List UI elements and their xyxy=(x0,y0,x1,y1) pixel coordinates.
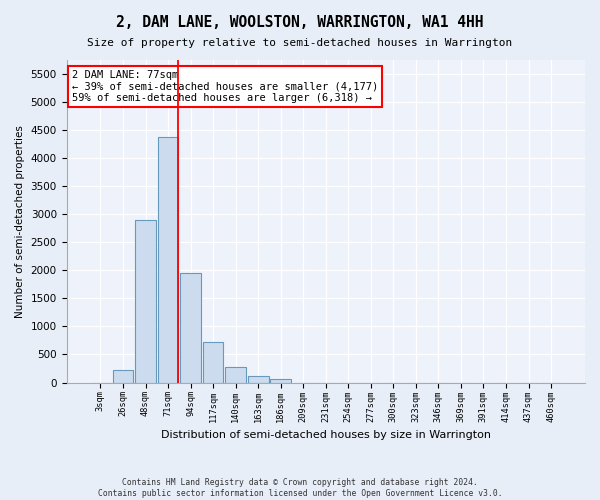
Text: 2, DAM LANE, WOOLSTON, WARRINGTON, WA1 4HH: 2, DAM LANE, WOOLSTON, WARRINGTON, WA1 4… xyxy=(116,15,484,30)
Text: Contains HM Land Registry data © Crown copyright and database right 2024.
Contai: Contains HM Land Registry data © Crown c… xyxy=(98,478,502,498)
Text: Size of property relative to semi-detached houses in Warrington: Size of property relative to semi-detach… xyxy=(88,38,512,48)
Bar xyxy=(113,370,133,382)
Bar xyxy=(248,376,269,382)
Bar xyxy=(203,342,223,382)
Text: 2 DAM LANE: 77sqm
← 39% of semi-detached houses are smaller (4,177)
59% of semi-: 2 DAM LANE: 77sqm ← 39% of semi-detached… xyxy=(72,70,378,103)
Y-axis label: Number of semi-detached properties: Number of semi-detached properties xyxy=(15,125,25,318)
Bar xyxy=(225,366,246,382)
Bar xyxy=(271,378,291,382)
Bar xyxy=(180,273,201,382)
Bar xyxy=(158,137,178,382)
X-axis label: Distribution of semi-detached houses by size in Warrington: Distribution of semi-detached houses by … xyxy=(161,430,491,440)
Bar xyxy=(135,220,156,382)
